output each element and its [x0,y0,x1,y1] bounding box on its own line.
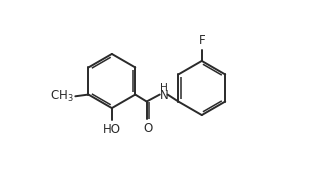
Text: N: N [160,89,169,102]
Text: O: O [143,122,152,135]
Text: CH$_3$: CH$_3$ [50,89,74,104]
Text: HO: HO [103,123,121,136]
Text: H: H [160,83,168,93]
Text: F: F [198,34,205,47]
